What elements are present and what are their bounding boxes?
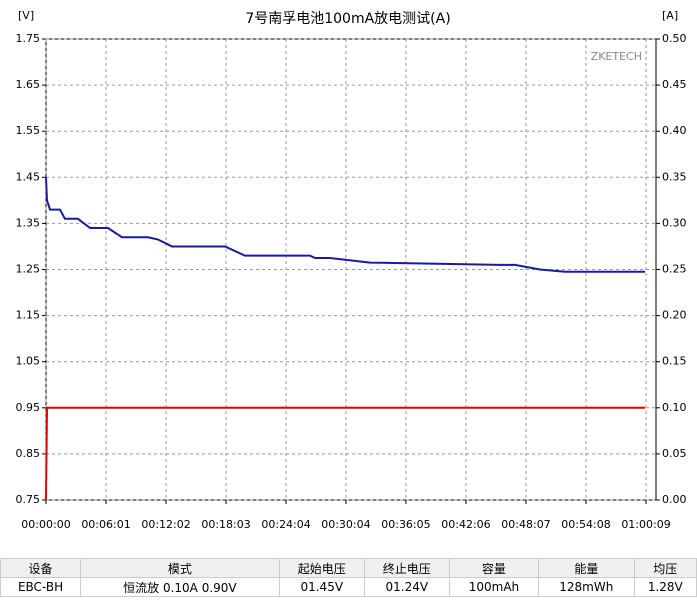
y2-tick-label: 0.20: [662, 309, 687, 322]
y2-tick-label: 0.50: [662, 32, 687, 45]
plot-area: [45, 38, 657, 501]
table-cell: 模式: [80, 558, 280, 578]
x-tick-label: 00:54:08: [561, 518, 610, 531]
x-tick-label: 00:18:03: [201, 518, 250, 531]
table-cell: 恒流放 0.10A 0.90V: [80, 577, 280, 597]
y-tick-label: 1.35: [16, 216, 41, 229]
table-header: 设备 模式 起始电压 终止电压 容量 能量 均压: [0, 558, 697, 578]
x-tick-label: 00:12:02: [141, 518, 190, 531]
y-tick-label: 1.45: [16, 170, 41, 183]
y2-tick-label: 0.05: [662, 447, 687, 460]
table-cell: 均压: [633, 558, 697, 578]
table-cell: 能量: [538, 558, 635, 578]
y-tick-label: 1.25: [16, 263, 41, 276]
y2-tick-label: 0.45: [662, 78, 687, 91]
watermark: ZKETECH: [591, 50, 642, 63]
y2-tick-label: 0.15: [662, 355, 687, 368]
y-tick-label: 1.55: [16, 124, 41, 137]
table-cell: 128mWh: [538, 577, 635, 597]
x-tick-label: 00:24:04: [261, 518, 310, 531]
y-tick-label: 1.65: [16, 78, 41, 91]
y2-axis-label: [A]: [662, 9, 678, 22]
series-line: [45, 177, 646, 273]
table-cell: 01.24V: [363, 577, 450, 597]
x-tick-label: 00:06:01: [81, 518, 130, 531]
table-cell: 容量: [448, 558, 540, 578]
y-tick-label: 0.85: [16, 447, 41, 460]
y-tick-label: 1.15: [16, 309, 41, 322]
x-tick-label: 00:36:05: [381, 518, 430, 531]
y2-tick-label: 0.00: [662, 493, 687, 506]
chart: 7号南孚电池100mA放电测试(A) [V] [A] ZKETECH 0.75 0…: [16, 9, 687, 531]
x-tick-label: 00:00:00: [21, 518, 70, 531]
y-tick-label: 1.75: [16, 32, 41, 45]
y2-tick-label: 0.25: [662, 263, 687, 276]
summary-table: 设备 模式 起始电压 终止电压 容量 能量 均压 EBC-BH 恒流放 0.10A 0.90V…: [0, 558, 697, 597]
y-tick-label: 1.05: [16, 355, 41, 368]
table-cell: 设备: [0, 558, 82, 578]
x-tick-label: 00:42:06: [441, 518, 490, 531]
y-tick-label: 0.95: [16, 401, 41, 414]
table-cell: 1.28V: [633, 577, 697, 597]
table-cell: 起始电压: [278, 558, 365, 578]
x-tick-label: 00:48:07: [501, 518, 550, 531]
x-tick-label: 01:00:09: [621, 518, 670, 531]
y2-tick-label: 0.30: [662, 216, 687, 229]
series-line: [45, 406, 646, 501]
x-tick-label: 00:30:04: [321, 518, 370, 531]
y2-tick-label: 0.40: [662, 124, 687, 137]
table-cell: 01.45V: [278, 577, 365, 597]
chart-title: 7号南孚电池100mA放电测试(A): [245, 11, 450, 27]
y2-tick-label: 0.35: [662, 170, 687, 183]
y-tick-label: 0.75: [16, 493, 41, 506]
table-cell: EBC-BH: [0, 577, 82, 597]
y-axis-label: [V]: [18, 9, 34, 22]
table-cell: 终止电压: [363, 558, 450, 578]
table-row: EBC-BH 恒流放 0.10A 0.90V 01.45V 01.24V 100mAh 1…: [0, 577, 697, 597]
table-cell: 100mAh: [448, 577, 540, 597]
y2-tick-label: 0.10: [662, 401, 687, 414]
